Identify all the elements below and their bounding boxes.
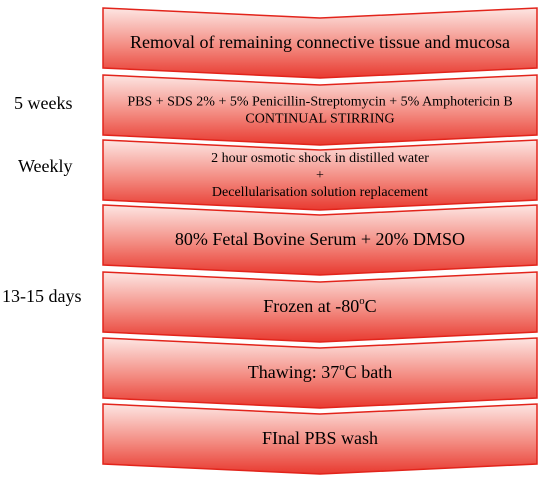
step-text: + [316,168,324,183]
step-text-part: Decellularisation solution replacement [212,185,428,200]
step-text: Decellularisation solution replacement [212,185,428,200]
step-text-part: PBS + SDS 2% + 5% Penicillin-Streptomyci… [127,95,512,110]
step-text: 2 hour osmotic shock in distilled water [211,151,429,166]
step-arrow [102,139,538,211]
step-arrow [102,271,538,343]
step-text: Removal of remaining connective tissue a… [130,32,510,52]
step-text: Thawing: 37oC bath [248,361,392,382]
step-arrow [102,403,538,475]
step-text: FInal PBS wash [262,428,378,448]
step-text: 80% Fetal Bovine Serum + 20% DMSO [175,229,465,249]
step-text-part: Thawing: 37 [248,362,340,382]
side-label: Weekly [18,156,73,176]
side-label: 5 weeks [14,93,72,113]
step-text-part: Frozen at -80 [263,296,359,316]
step-text-part: FInal PBS wash [262,428,378,448]
step-text-part: + [316,168,324,183]
side-label: 13-15 days [2,286,82,306]
step-text-part: 2 hour osmotic shock in distilled water [211,151,429,166]
step-arrow [102,204,538,276]
step-arrow [102,74,538,146]
step-text-part: CONTINUAL STIRRING [245,112,394,127]
step-arrow [102,7,538,79]
step-text-part: C bath [345,362,393,382]
step-text-part: 80% Fetal Bovine Serum + 20% DMSO [175,229,465,249]
step-text: PBS + SDS 2% + 5% Penicillin-Streptomyci… [127,95,512,110]
step-text-part: Removal of remaining connective tissue a… [130,32,510,52]
step-text-part: C [365,296,377,316]
step-arrow [102,337,538,409]
step-text: CONTINUAL STIRRING [245,112,394,127]
step-text: Frozen at -80oC [263,295,376,316]
step-text-part: o [339,361,344,373]
step-text-part: o [359,295,364,307]
